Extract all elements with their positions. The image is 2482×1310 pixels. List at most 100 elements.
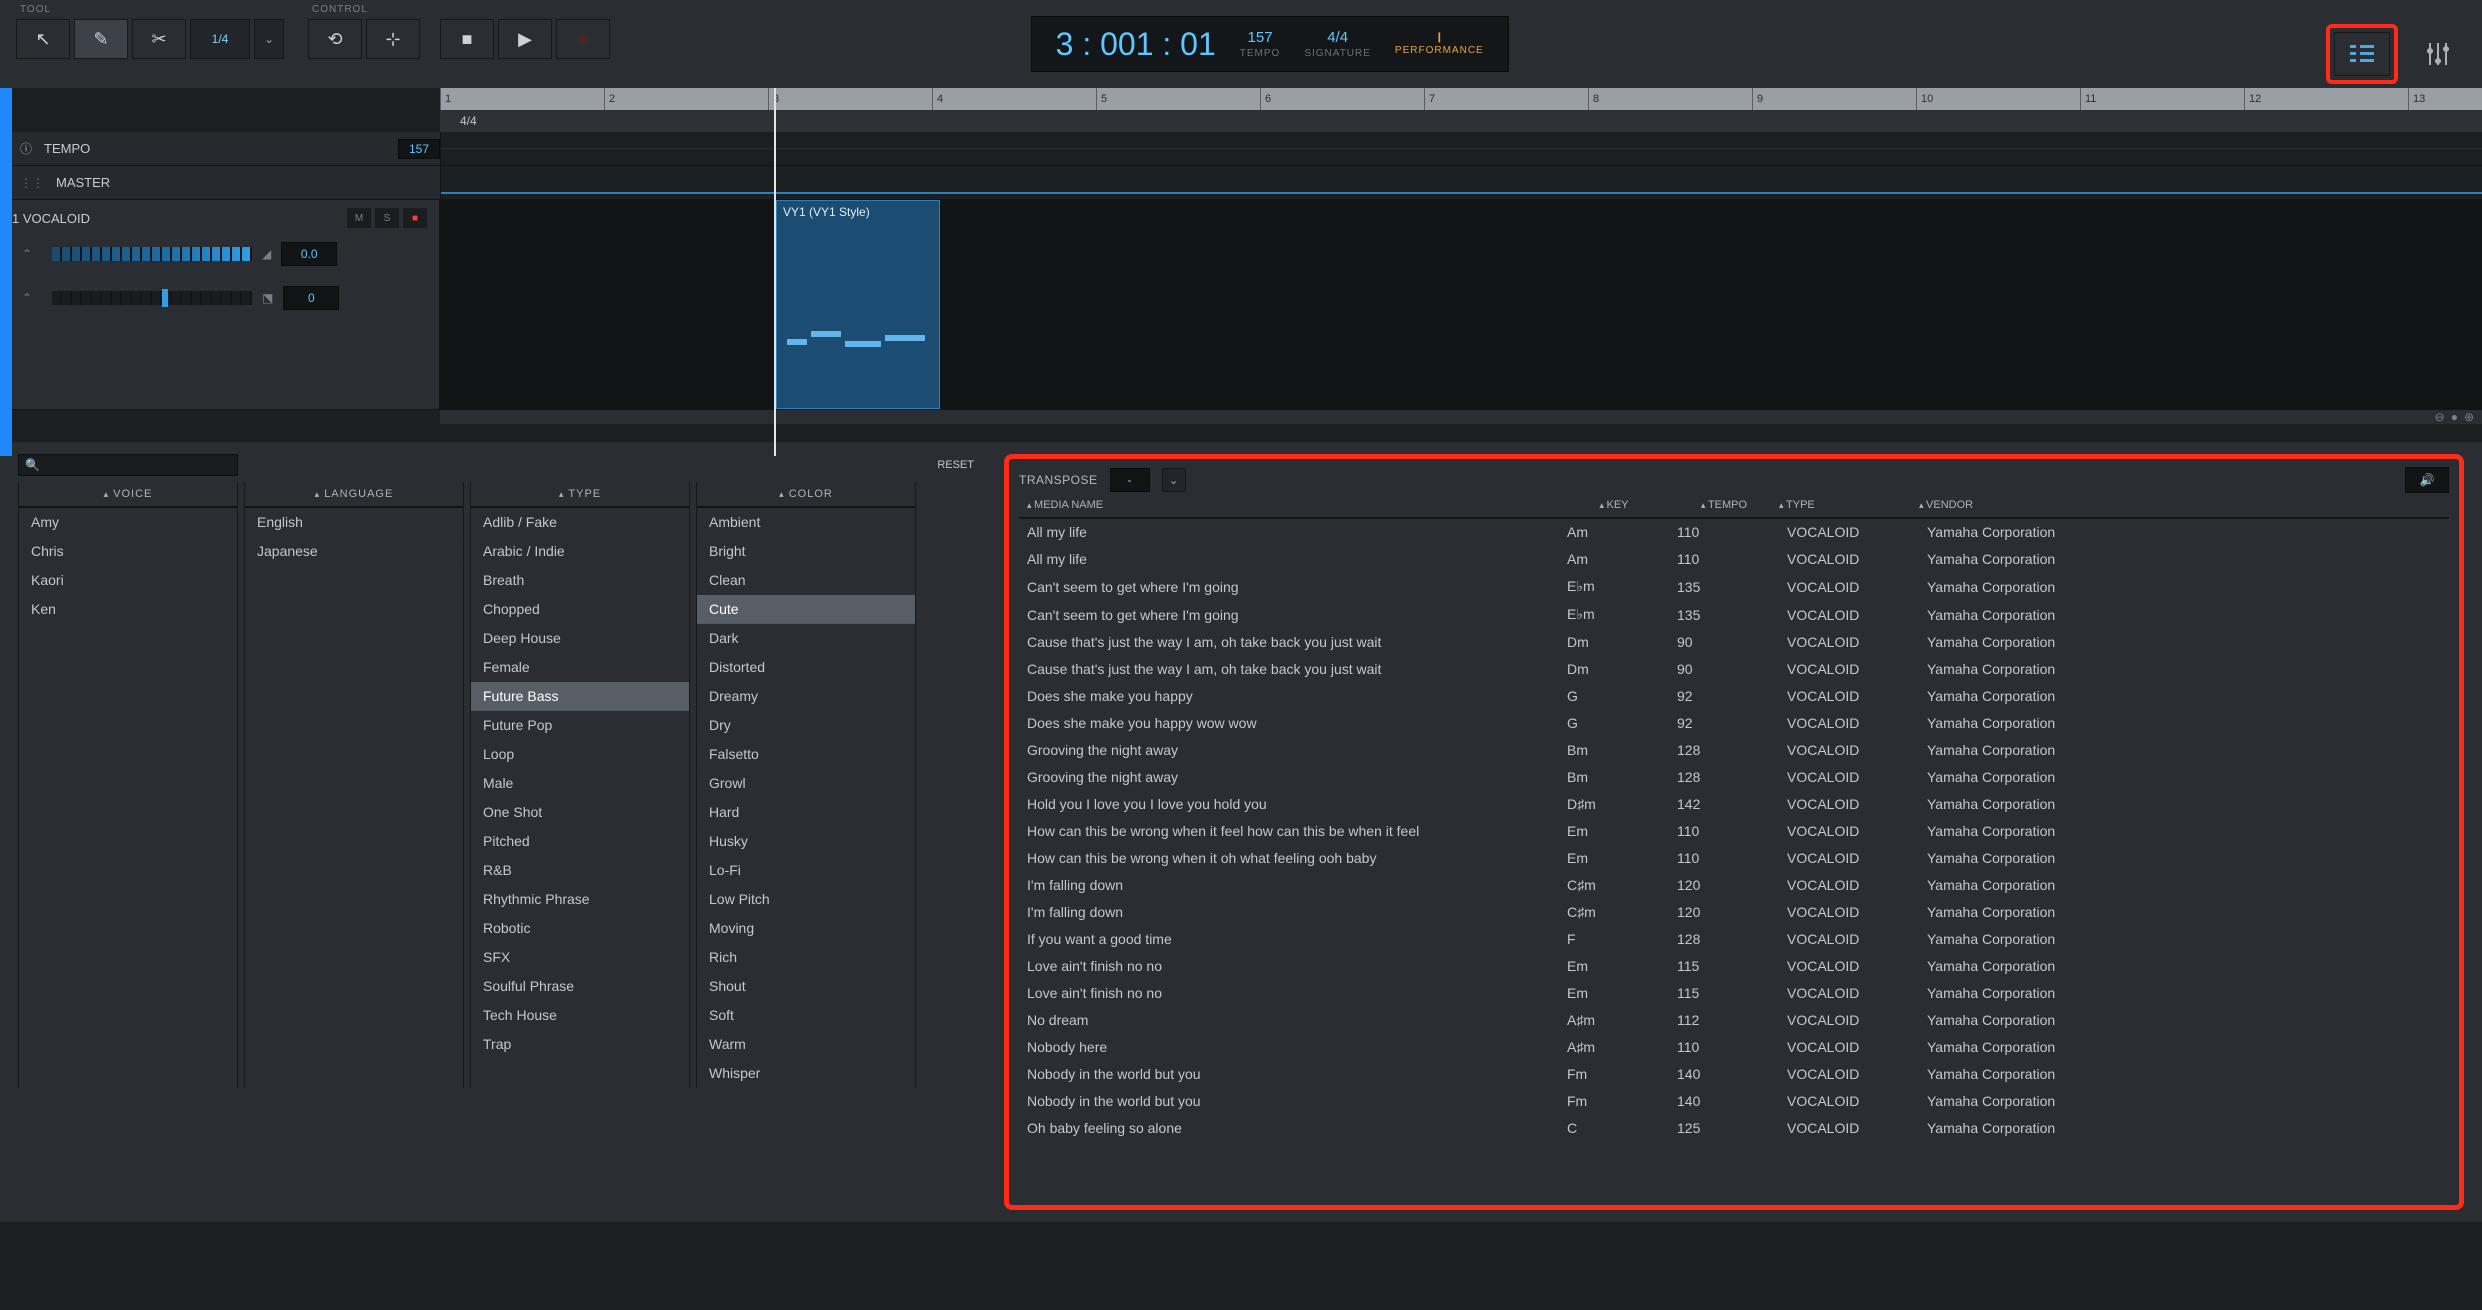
filter-item[interactable]: Future Bass	[471, 682, 689, 711]
volume-value[interactable]: 0.0	[281, 242, 337, 266]
position-readout[interactable]: 3 : 001 : 01	[1056, 26, 1216, 63]
media-row[interactable]: Oh baby feeling so aloneC125VOCALOIDYama…	[1019, 1115, 2449, 1142]
filter-item[interactable]: Clean	[697, 566, 915, 595]
media-row[interactable]: Love ain't finish no noEm115VOCALOIDYama…	[1019, 953, 2449, 980]
quantize-value[interactable]: 1/4	[190, 19, 250, 59]
filter-item[interactable]: Dark	[697, 624, 915, 653]
arrow-tool[interactable]: ↖	[16, 19, 70, 59]
preview-audio-button[interactable]: 🔊	[2405, 467, 2449, 493]
media-row[interactable]: I'm falling downC♯m120VOCALOIDYamaha Cor…	[1019, 872, 2449, 899]
media-row[interactable]: How can this be wrong when it oh what fe…	[1019, 845, 2449, 872]
filter-item[interactable]: Shout	[697, 972, 915, 1001]
horizontal-scrollbar[interactable]: ⊖ ● ⊕	[440, 410, 2482, 424]
filter-item[interactable]: Kaori	[19, 566, 237, 595]
filter-item[interactable]: Ken	[19, 595, 237, 624]
scissors-tool[interactable]: ✂	[132, 19, 186, 59]
media-row[interactable]: No dreamA♯m112VOCALOIDYamaha Corporation	[1019, 1007, 2449, 1034]
metronome-button[interactable]: ⊹	[366, 19, 420, 59]
filter-item[interactable]: Future Pop	[471, 711, 689, 740]
media-row[interactable]: Cause that's just the way I am, oh take …	[1019, 656, 2449, 683]
filter-item[interactable]: Whisper	[697, 1059, 915, 1088]
filter-item[interactable]: Distorted	[697, 653, 915, 682]
ruler-bar[interactable]: 1	[440, 88, 451, 110]
vendor-header[interactable]: VENDOR	[1919, 499, 2435, 511]
record-button[interactable]: ●	[556, 19, 610, 59]
loop-button[interactable]: ⟲	[308, 19, 362, 59]
media-row[interactable]: Can't seem to get where I'm goingE♭m135V…	[1019, 601, 2449, 629]
master-lane-track[interactable]	[440, 166, 2482, 199]
filter-item[interactable]: English	[245, 508, 463, 537]
filter-item[interactable]: Amy	[19, 508, 237, 537]
filter-item[interactable]: Robotic	[471, 914, 689, 943]
filter-item[interactable]: Tech House	[471, 1001, 689, 1030]
list-view-button[interactable]	[2334, 32, 2390, 76]
mute-button[interactable]: M	[347, 208, 371, 228]
media-row[interactable]: All my lifeAm110VOCALOIDYamaha Corporati…	[1019, 546, 2449, 573]
filter-item[interactable]: Loop	[471, 740, 689, 769]
ruler-bar[interactable]: 4	[932, 88, 943, 110]
mixer-button[interactable]	[2410, 32, 2466, 76]
track-header[interactable]: 1 VOCALOID M S ■ ⌃ ◢ 0.0 ⌃ ⬔ 0	[0, 200, 440, 409]
filter-item[interactable]: Warm	[697, 1030, 915, 1059]
ruler-bar[interactable]: 9	[1752, 88, 1763, 110]
media-row[interactable]: Can't seem to get where I'm goingE♭m135V…	[1019, 573, 2449, 601]
track-name[interactable]: 1 VOCALOID	[12, 211, 90, 226]
filter-item[interactable]: Arabic / Indie	[471, 537, 689, 566]
filter-item[interactable]: Breath	[471, 566, 689, 595]
filter-item[interactable]: Pitched	[471, 827, 689, 856]
filter-item[interactable]: Falsetto	[697, 740, 915, 769]
pencil-tool[interactable]: ✎	[74, 19, 128, 59]
filter-item[interactable]: R&B	[471, 856, 689, 885]
ruler-bar[interactable]: 10	[1916, 88, 1933, 110]
filter-item[interactable]: Husky	[697, 827, 915, 856]
filter-item[interactable]: Moving	[697, 914, 915, 943]
filter-item[interactable]: Low Pitch	[697, 885, 915, 914]
play-button[interactable]: ▶	[498, 19, 552, 59]
arm-record-button[interactable]: ■	[403, 208, 427, 228]
tempo-header[interactable]: TEMPO	[1669, 499, 1779, 511]
ruler-bar[interactable]: 12	[2244, 88, 2261, 110]
filter-item[interactable]: Chopped	[471, 595, 689, 624]
playhead[interactable]	[774, 88, 776, 456]
ruler-bar[interactable]: 5	[1096, 88, 1107, 110]
filter-item[interactable]: Bright	[697, 537, 915, 566]
filter-item[interactable]: Hard	[697, 798, 915, 827]
expand-icon[interactable]: ⌃	[12, 247, 42, 261]
filter-item[interactable]: SFX	[471, 943, 689, 972]
ruler-bar[interactable]: 2	[604, 88, 615, 110]
filter-item[interactable]: Female	[471, 653, 689, 682]
transpose-dropdown-icon[interactable]: ⌄	[1162, 468, 1186, 492]
quantize-dropdown-icon[interactable]: ⌄	[254, 19, 284, 59]
filter-item[interactable]: Dreamy	[697, 682, 915, 711]
stop-button[interactable]: ■	[440, 19, 494, 59]
audio-clip[interactable]: VY1 (VY1 Style)	[776, 200, 940, 409]
track-body[interactable]: VY1 (VY1 Style)	[440, 200, 2482, 409]
filter-item[interactable]: Japanese	[245, 537, 463, 566]
signature-value[interactable]: 4/4	[1327, 29, 1348, 46]
expand-icon[interactable]: ⌃	[12, 291, 42, 305]
filter-item[interactable]: Rhythmic Phrase	[471, 885, 689, 914]
media-list[interactable]: All my lifeAm110VOCALOIDYamaha Corporati…	[1019, 519, 2449, 1199]
key-header[interactable]: KEY	[1559, 499, 1669, 511]
media-row[interactable]: Nobody hereA♯m110VOCALOIDYamaha Corporat…	[1019, 1034, 2449, 1061]
filter-item[interactable]: Dry	[697, 711, 915, 740]
media-row[interactable]: Does she make you happy wow wowG92VOCALO…	[1019, 710, 2449, 737]
filter-item[interactable]: Lo-Fi	[697, 856, 915, 885]
reset-button[interactable]: RESET	[925, 455, 986, 475]
filter-item[interactable]: Rich	[697, 943, 915, 972]
media-row[interactable]: Nobody in the world but youFm140VOCALOID…	[1019, 1088, 2449, 1115]
filter-item[interactable]: Trap	[471, 1030, 689, 1059]
filter-item[interactable]: Male	[471, 769, 689, 798]
filter-item[interactable]: One Shot	[471, 798, 689, 827]
media-row[interactable]: If you want a good timeF128VOCALOIDYamah…	[1019, 926, 2449, 953]
timeline-ruler[interactable]: 12345678910111213	[440, 88, 2482, 110]
ruler-bar[interactable]: 7	[1424, 88, 1435, 110]
tempo-value[interactable]: 157	[1248, 29, 1273, 46]
search-input[interactable]	[18, 454, 238, 476]
volume-meter[interactable]	[52, 247, 252, 261]
filter-item[interactable]: Soft	[697, 1001, 915, 1030]
transpose-value[interactable]: -	[1110, 468, 1150, 492]
language-column-header[interactable]: LANGUAGE	[245, 482, 463, 508]
type-header[interactable]: TYPE	[1779, 499, 1919, 511]
ruler-bar[interactable]: 13	[2408, 88, 2425, 110]
